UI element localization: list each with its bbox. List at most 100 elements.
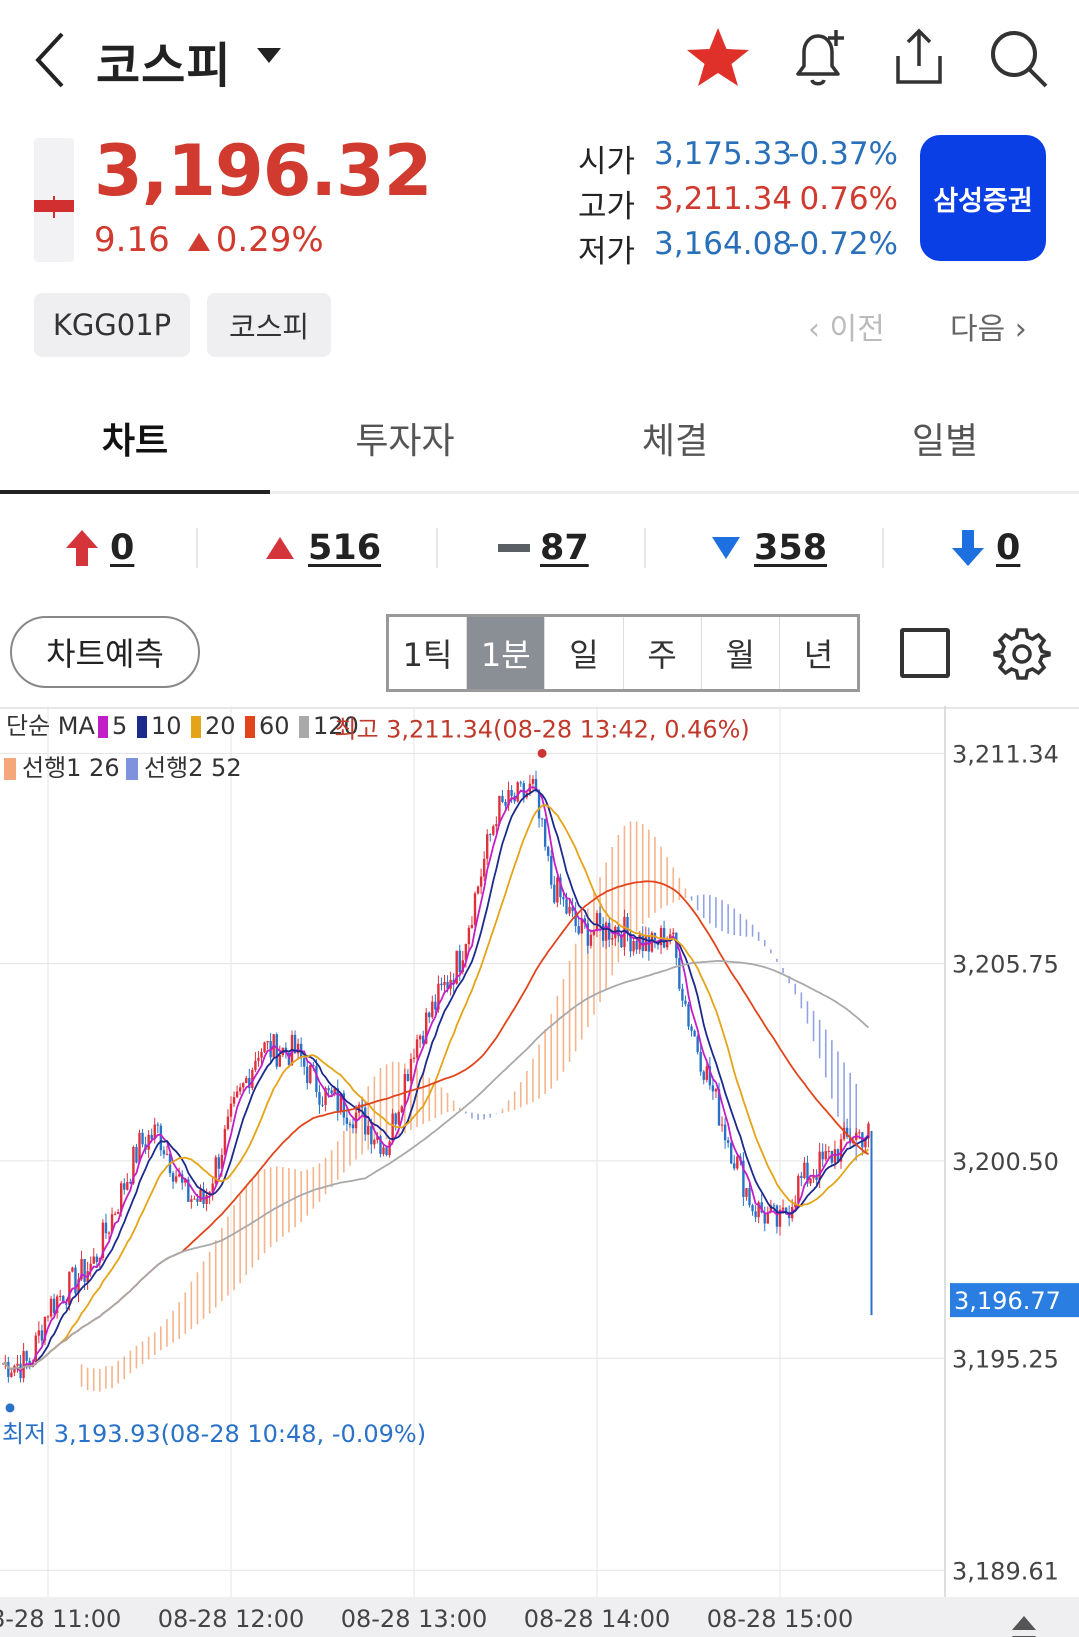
candle-body: [690, 1026, 693, 1031]
candle-body: [211, 1183, 214, 1192]
prev-label: 이전: [829, 312, 885, 347]
candle-body: [543, 819, 547, 847]
candle-body: [562, 897, 565, 900]
legend-swatch: [126, 758, 138, 780]
candle-body: [589, 934, 593, 946]
candle-body: [556, 877, 559, 903]
candle-body: [839, 1139, 843, 1162]
legend-label: 10: [151, 712, 182, 740]
candle-body: [43, 1316, 47, 1341]
period-week[interactable]: 주: [624, 617, 702, 689]
upper-limit-count[interactable]: 0: [64, 516, 134, 580]
period-month[interactable]: 월: [702, 617, 780, 689]
candle-body: [229, 1103, 233, 1117]
fullscreen-icon[interactable]: [900, 628, 950, 678]
legend-swatch: [98, 716, 108, 738]
candle-body: [391, 1113, 394, 1142]
candle-body: [357, 1104, 361, 1113]
period-tick[interactable]: 1틱: [389, 617, 468, 689]
candle-body: [809, 1178, 812, 1184]
candle-body: [586, 923, 590, 946]
candle-body: [482, 858, 486, 877]
candle-body: [205, 1195, 208, 1204]
candle-body: [296, 1043, 300, 1054]
tab-trades[interactable]: 체결: [641, 421, 709, 462]
candle-body: [147, 1134, 150, 1150]
candle-body: [745, 1188, 748, 1197]
candle-body: [775, 1205, 779, 1227]
candle-body: [446, 981, 449, 989]
price-chart[interactable]: 단순 MA 5 10 20 60 120 선행1 26 선행2 52 최고 3,211.34(…: [0, 706, 1079, 1637]
period-1min[interactable]: 1분: [467, 617, 546, 689]
quote-summary: 3,196.32 9.16 0.29%: [0, 130, 1079, 270]
candle-body: [62, 1295, 65, 1304]
lower-limit-count[interactable]: 0: [950, 516, 1020, 580]
candle-body: [95, 1256, 98, 1263]
candle-body: [339, 1093, 342, 1112]
candle-body: [238, 1087, 242, 1092]
candle-body: [187, 1179, 190, 1202]
candle-body: [156, 1124, 159, 1126]
up-count[interactable]: 516: [264, 516, 381, 580]
ma-line-20: [1, 804, 870, 1371]
up-triangle-icon: [187, 233, 210, 251]
y-tick-label: 3,200.50: [952, 1148, 1059, 1176]
candle-body: [379, 1136, 382, 1154]
page-title[interactable]: 코스피: [96, 38, 232, 94]
candle-body: [388, 1141, 391, 1155]
period-year[interactable]: 년: [803, 636, 834, 674]
candle-body: [193, 1198, 196, 1200]
candle-body: [842, 1127, 846, 1140]
candle-body: [46, 1316, 50, 1318]
unchanged-count[interactable]: 87: [498, 516, 589, 580]
candle-body: [315, 1066, 318, 1093]
share-icon[interactable]: [882, 22, 954, 94]
legend-swatch: [191, 716, 201, 738]
chart-grid: [0, 706, 1079, 1637]
code-chip[interactable]: KGG01P: [34, 293, 190, 357]
dropdown-caret-icon[interactable]: [257, 48, 281, 63]
chart-canvas[interactable]: 단순 MA 5 10 20 60 120 선행1 26 선행2 52 최고 3,211.34(…: [0, 706, 1079, 1637]
candle-body: [864, 1138, 867, 1148]
candle-body: [235, 1091, 239, 1098]
period-day[interactable]: 일: [545, 617, 624, 689]
next-link[interactable]: 다음 ›: [950, 304, 1027, 348]
candle-body: [101, 1222, 105, 1259]
tab-daily[interactable]: 일별: [911, 421, 979, 462]
prev-link[interactable]: ‹ 이전: [808, 304, 885, 348]
back-icon[interactable]: [28, 28, 78, 92]
search-icon[interactable]: [982, 22, 1054, 94]
candle-body: [421, 1035, 425, 1044]
active-tab-indicator: [0, 490, 270, 494]
star-icon[interactable]: [682, 22, 754, 94]
gear-icon[interactable]: [992, 624, 1052, 684]
x-tick-label: 08-28 11:00: [0, 1605, 121, 1633]
candle-body: [196, 1198, 199, 1202]
market-chip[interactable]: 코스피: [207, 293, 331, 357]
x-axis-band: [0, 1597, 1079, 1637]
candle-body: [507, 789, 510, 806]
y-tick-label: 3,211.34: [952, 740, 1059, 768]
tab-investor[interactable]: 투자자: [355, 421, 455, 462]
candle-body: [489, 834, 492, 836]
high-percent: 0.76%: [799, 181, 898, 217]
candle-body: [458, 950, 461, 972]
bell-plus-icon[interactable]: [782, 22, 854, 94]
y-tick-label: 3,195.25: [952, 1345, 1059, 1373]
broker-button[interactable]: 삼성증권: [920, 135, 1046, 261]
down-count[interactable]: 358: [710, 516, 827, 580]
legend-swatch: [137, 716, 147, 738]
y-axis: 3,211.34 3,205.75 3,200.50 3,195.25 3,189.61: [952, 740, 1059, 1585]
candle-body: [848, 1136, 852, 1144]
candle-body: [126, 1182, 129, 1190]
tab-chart[interactable]: 차트: [101, 421, 169, 462]
candle-body: [406, 1073, 410, 1081]
candle-body: [10, 1372, 13, 1377]
candle-body: [781, 1207, 785, 1210]
candle-body: [678, 958, 681, 989]
candle-body: [611, 938, 614, 940]
candle-body: [675, 932, 678, 959]
candle-body: [711, 1085, 715, 1092]
chart-predict-button[interactable]: 차트예측: [10, 616, 200, 688]
candle-body: [580, 918, 583, 934]
